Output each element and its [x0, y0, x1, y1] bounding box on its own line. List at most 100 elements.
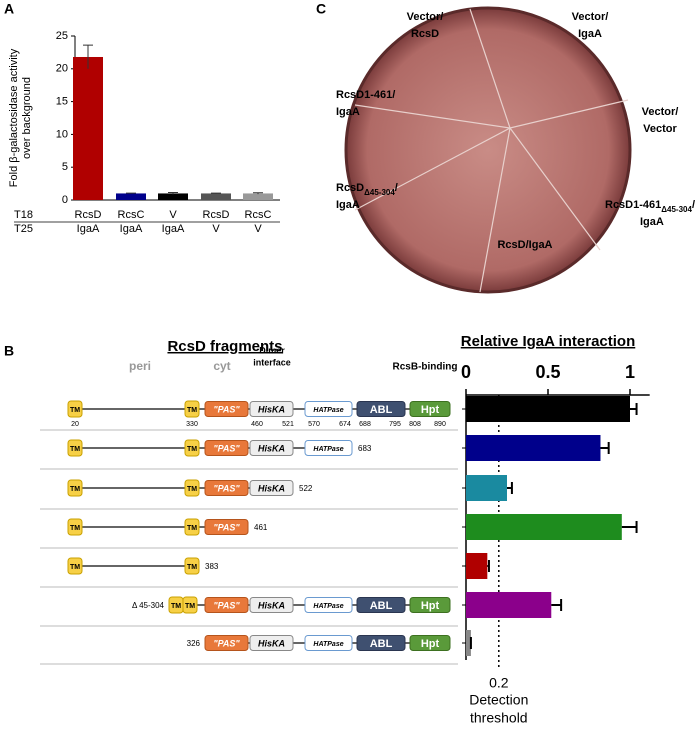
x-tick-label: 0 — [461, 362, 471, 382]
error-bar — [600, 442, 610, 454]
error-bar — [507, 482, 513, 494]
domain-label: "PAS" — [213, 638, 240, 648]
domain-label: Hpt — [421, 638, 440, 650]
plate-label: IgaA — [640, 216, 664, 228]
domain — [184, 518, 200, 536]
start-label: 326 — [187, 639, 201, 648]
bar — [466, 553, 488, 579]
residue-number: 890 — [434, 421, 446, 428]
label-subscript: Δ45-304 — [364, 188, 395, 197]
domain — [184, 439, 200, 457]
y-tick-label: 5 — [62, 161, 68, 173]
residue-number: 808 — [409, 421, 421, 428]
domain — [249, 635, 294, 651]
domain — [67, 439, 83, 457]
bar — [466, 396, 630, 422]
domain-label: HATPase — [313, 603, 343, 610]
row-label: T25 — [14, 223, 33, 235]
residue-number: 460 — [251, 421, 263, 428]
domain — [184, 479, 200, 497]
domain — [304, 401, 353, 417]
bar — [158, 193, 188, 200]
label-text: RcsD1-461/ — [336, 89, 395, 101]
x-tick-label: V — [212, 223, 220, 235]
plate-label: Vector/ — [572, 11, 609, 23]
plate-label: RcsD — [411, 28, 439, 40]
domain-label: ABL — [370, 600, 393, 612]
domain-label: TM — [70, 564, 80, 571]
y-axis-label: over background — [21, 77, 33, 159]
plate-sectors — [354, 8, 629, 293]
plate-label: RcsD1-461/ — [336, 89, 395, 101]
domain-label: TM — [187, 407, 197, 414]
label-subscript: Δ45-304 — [661, 205, 692, 214]
plate-label: RcsD1-461Δ45-304/ — [605, 199, 695, 214]
threshold-label: threshold — [470, 710, 528, 726]
domain-label: HATPase — [313, 446, 343, 453]
bar — [116, 193, 146, 200]
residue-number: 688 — [359, 421, 371, 428]
domain-annotation: RcsB-binding — [393, 362, 458, 373]
chart-title: Relative IgaA interaction — [461, 333, 636, 350]
domain — [204, 597, 249, 613]
x-tick-label: V — [169, 209, 177, 221]
end-position: 461 — [254, 523, 268, 532]
end-position: 383 — [205, 562, 219, 571]
y-tick-label: 15 — [56, 96, 68, 108]
error-bar — [551, 599, 563, 611]
error-bar — [126, 192, 136, 194]
plate-label: IgaA — [336, 106, 360, 118]
domain-label: ABL — [370, 638, 393, 650]
domain-label: TM — [70, 407, 80, 414]
residue-number: 521 — [282, 421, 294, 428]
x-tick-label: IgaA — [77, 223, 100, 235]
domain-label: TM — [187, 564, 197, 571]
domain-label: TM — [171, 603, 181, 610]
domain — [409, 635, 451, 651]
panel-label: A — [4, 1, 14, 17]
residue-number: 330 — [186, 421, 198, 428]
error-bar — [253, 192, 263, 195]
threshold-label: Detection — [469, 692, 528, 708]
domain-annotation: Dimer — [259, 345, 285, 355]
x-tick-label: 0.5 — [535, 362, 560, 382]
domain — [67, 479, 83, 497]
domain-label: ABL — [370, 404, 393, 416]
x-tick-label: 1 — [625, 362, 635, 382]
bar — [466, 592, 552, 618]
bar — [201, 193, 231, 200]
domain — [356, 635, 406, 651]
y-axis-label: Fold β-galactosidase activity — [8, 48, 20, 187]
plate-label: IgaA — [336, 199, 360, 211]
domain-label: "PAS" — [213, 483, 240, 493]
bar — [466, 514, 622, 540]
domain-label: TM — [187, 525, 197, 532]
panel-label: B — [4, 343, 14, 359]
y-tick-label: 10 — [56, 128, 68, 140]
domain-label: HATPase — [313, 407, 343, 414]
domain-label: "PAS" — [213, 522, 240, 532]
bar — [73, 56, 103, 200]
label-text: / — [692, 199, 695, 211]
domain — [67, 400, 83, 418]
end-position: 683 — [358, 444, 372, 453]
residue-number: 795 — [389, 421, 401, 428]
domain — [249, 401, 294, 417]
residue-number: 20 — [71, 421, 79, 428]
domain — [67, 518, 83, 536]
domain — [204, 401, 249, 417]
diagram-title: RcsD fragments — [167, 338, 282, 355]
domain-label: "PAS" — [213, 404, 240, 414]
label-text: RcsD/IgaA — [497, 239, 552, 251]
domain — [204, 519, 249, 535]
domain-label: HisKA — [258, 600, 285, 610]
domain-label: HisKA — [258, 638, 285, 648]
label-text: Vector/ — [407, 11, 444, 23]
domain-label: Hpt — [421, 404, 440, 416]
agar-plate — [344, 6, 632, 294]
domain-label: HisKA — [258, 404, 285, 414]
plate-label: IgaA — [578, 28, 602, 40]
residue-number: 674 — [339, 421, 351, 428]
start-label: Δ 45-304 — [132, 601, 165, 610]
